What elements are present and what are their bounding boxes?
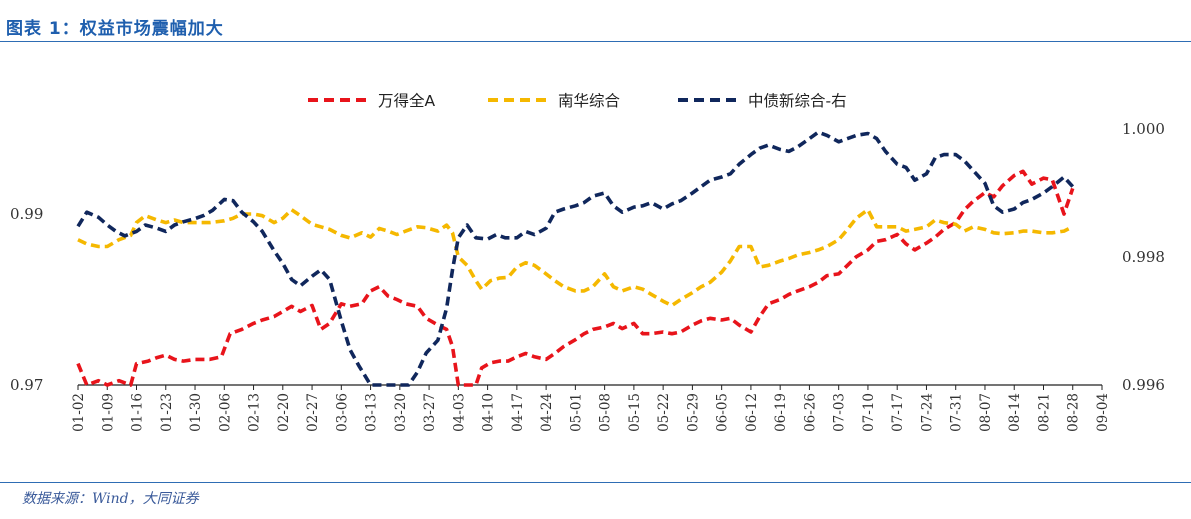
x-tick-label: 01-30 xyxy=(188,393,204,432)
x-tick-label: 03-13 xyxy=(364,393,380,432)
x-tick-label: 08-21 xyxy=(1036,393,1052,432)
x-tick-label: 07-03 xyxy=(832,393,848,432)
x-tick-label: 04-03 xyxy=(451,393,467,432)
x-tick-label: 05-01 xyxy=(568,393,584,432)
x-tick-label: 02-06 xyxy=(217,393,233,432)
x-tick-label: 06-12 xyxy=(744,393,760,432)
x-tick-label: 03-20 xyxy=(393,393,409,432)
x-tick-label: 02-20 xyxy=(276,393,292,432)
x-tick-label: 07-31 xyxy=(949,393,965,432)
y-right-tick-label: 0.996 xyxy=(1122,376,1165,394)
chart-axes: 01-02 01-09 01-16 01-23 01-30 02-06 02-13 02-20… xyxy=(10,120,1165,432)
x-tick-label: 06-05 xyxy=(715,393,731,432)
x-tick-label: 08-28 xyxy=(1066,393,1082,432)
x-tick-label: 05-29 xyxy=(685,393,701,432)
x-tick-label: 02-13 xyxy=(247,393,263,432)
legend-label: 中债新综合-右 xyxy=(748,92,847,110)
series-line xyxy=(78,210,1073,306)
x-tick-label: 09-04 xyxy=(1095,393,1111,432)
y-right-tick-label: 1.000 xyxy=(1122,120,1165,138)
x-tick-label: 07-10 xyxy=(861,393,877,432)
x-tick-label: 01-16 xyxy=(130,393,146,432)
y-right-tick-label: 0.998 xyxy=(1122,248,1165,266)
x-tick-label: 07-24 xyxy=(919,393,935,432)
y-left-tick-label: 0.97 xyxy=(10,376,43,394)
x-tick-label: 08-07 xyxy=(978,393,994,432)
x-tick-label: 03-27 xyxy=(422,393,438,432)
series-layer xyxy=(78,132,1073,385)
x-tick-label: 03-06 xyxy=(334,393,350,432)
series-line xyxy=(78,132,1073,385)
y-left-tick-label: 0.99 xyxy=(10,205,43,223)
x-tick-label: 05-15 xyxy=(627,393,643,432)
x-tick-label: 04-10 xyxy=(481,393,497,432)
x-tick-label: 01-09 xyxy=(100,393,116,432)
x-tick-label: 01-02 xyxy=(71,393,87,432)
x-tick-label: 04-24 xyxy=(539,393,555,432)
x-tick-label: 06-26 xyxy=(802,393,818,432)
series-line xyxy=(78,171,1073,385)
x-tick-label: 01-23 xyxy=(159,393,175,432)
x-tick-label: 07-17 xyxy=(890,393,906,432)
legend-label: 万得全A xyxy=(378,92,436,110)
x-tick-label: 05-08 xyxy=(598,393,614,432)
x-tick-label: 08-14 xyxy=(1007,393,1023,432)
legend-label: 南华综合 xyxy=(558,92,621,110)
source-note: 数据来源：Wind，大同证券 xyxy=(22,488,199,508)
x-tick-label: 05-22 xyxy=(656,393,672,432)
chart-legend: 万得全A 南华综合 中债新综合-右 xyxy=(308,92,847,110)
source-divider xyxy=(0,482,1191,483)
x-tick-label: 02-27 xyxy=(305,393,321,432)
x-tick-label: 04-17 xyxy=(510,393,526,432)
x-tick-label: 06-19 xyxy=(773,393,789,432)
